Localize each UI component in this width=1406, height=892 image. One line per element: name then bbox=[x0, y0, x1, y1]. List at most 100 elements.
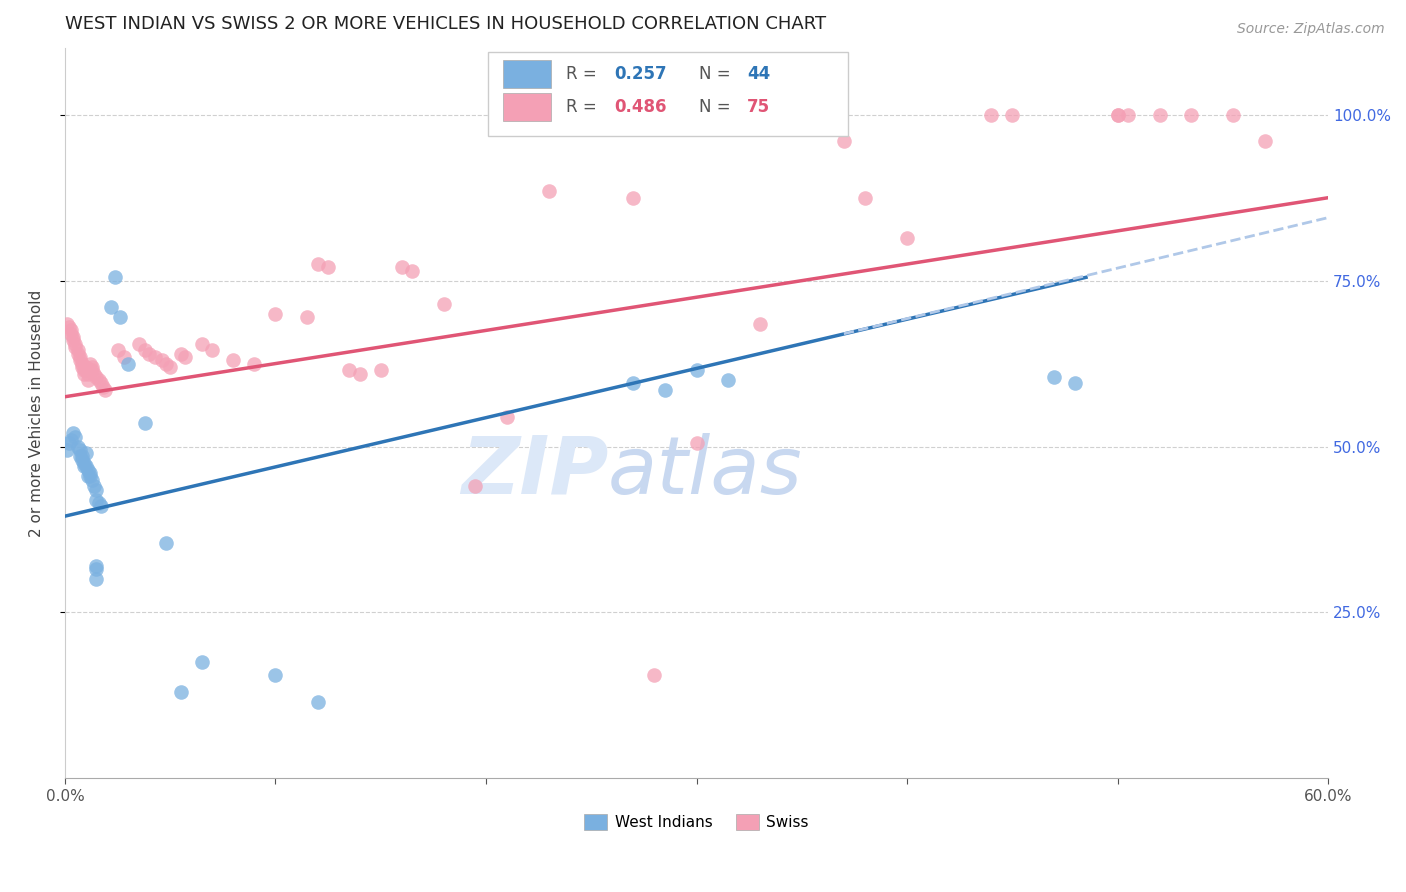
Point bbox=[134, 417, 156, 431]
Point bbox=[717, 373, 740, 387]
Point bbox=[1001, 108, 1024, 122]
Point bbox=[401, 263, 423, 277]
Point bbox=[75, 363, 97, 377]
Point bbox=[70, 359, 93, 374]
Point bbox=[1222, 108, 1244, 122]
Point bbox=[316, 260, 339, 275]
Point bbox=[86, 492, 108, 507]
Point bbox=[134, 343, 156, 358]
Point bbox=[1149, 108, 1171, 122]
Point bbox=[307, 695, 329, 709]
Point bbox=[60, 323, 83, 337]
Point bbox=[62, 334, 84, 348]
Point bbox=[104, 270, 127, 285]
Point bbox=[190, 655, 212, 669]
Text: 0.257: 0.257 bbox=[614, 65, 666, 83]
Point bbox=[86, 369, 108, 384]
Point bbox=[79, 466, 101, 480]
Text: 44: 44 bbox=[747, 65, 770, 83]
Point bbox=[70, 452, 93, 467]
Point bbox=[79, 363, 101, 377]
Point bbox=[77, 367, 100, 381]
Text: atlas: atlas bbox=[607, 433, 803, 511]
Point bbox=[295, 310, 318, 325]
Point bbox=[86, 483, 108, 497]
Point bbox=[222, 353, 245, 368]
Point bbox=[107, 343, 129, 358]
Point bbox=[75, 459, 97, 474]
Point bbox=[90, 376, 112, 391]
Point bbox=[77, 373, 100, 387]
Point bbox=[1107, 108, 1129, 122]
Point bbox=[62, 330, 84, 344]
Point bbox=[643, 668, 665, 682]
Point bbox=[65, 340, 87, 354]
Point bbox=[264, 668, 287, 682]
Point bbox=[654, 383, 676, 397]
Point bbox=[83, 367, 105, 381]
Point bbox=[69, 353, 91, 368]
Point bbox=[112, 350, 135, 364]
Point bbox=[73, 363, 96, 377]
Point bbox=[82, 363, 104, 377]
Text: R =: R = bbox=[567, 98, 602, 116]
Y-axis label: 2 or more Vehicles in Household: 2 or more Vehicles in Household bbox=[30, 290, 44, 537]
Point bbox=[66, 346, 89, 360]
Point bbox=[1107, 108, 1129, 122]
Point bbox=[73, 459, 96, 474]
Point bbox=[538, 184, 561, 198]
Point bbox=[243, 357, 266, 371]
Text: Source: ZipAtlas.com: Source: ZipAtlas.com bbox=[1237, 22, 1385, 37]
Point bbox=[464, 479, 486, 493]
Point bbox=[73, 456, 96, 470]
Point bbox=[79, 469, 101, 483]
Point bbox=[56, 317, 79, 331]
Legend: West Indians, Swiss: West Indians, Swiss bbox=[578, 808, 814, 837]
Point bbox=[433, 297, 456, 311]
Point bbox=[75, 446, 97, 460]
Point bbox=[90, 500, 112, 514]
Point bbox=[370, 363, 392, 377]
Point bbox=[264, 307, 287, 321]
Text: WEST INDIAN VS SWISS 2 OR MORE VEHICLES IN HOUSEHOLD CORRELATION CHART: WEST INDIAN VS SWISS 2 OR MORE VEHICLES … bbox=[65, 15, 825, 33]
Point bbox=[100, 300, 122, 314]
Point bbox=[307, 257, 329, 271]
Point bbox=[174, 350, 197, 364]
Point bbox=[170, 685, 193, 699]
Point bbox=[75, 359, 97, 374]
Point bbox=[70, 357, 93, 371]
Point bbox=[108, 310, 131, 325]
Point bbox=[1254, 134, 1277, 148]
Point bbox=[62, 426, 84, 441]
Point bbox=[65, 429, 87, 443]
Point bbox=[66, 343, 89, 358]
Point bbox=[87, 373, 110, 387]
Point bbox=[853, 191, 876, 205]
Point bbox=[69, 350, 91, 364]
Point bbox=[82, 473, 104, 487]
Point bbox=[79, 357, 101, 371]
Point bbox=[70, 450, 93, 464]
Text: 75: 75 bbox=[747, 98, 770, 116]
Point bbox=[896, 230, 918, 244]
Point bbox=[77, 463, 100, 477]
Point bbox=[86, 562, 108, 576]
Point bbox=[685, 363, 707, 377]
Text: 0.486: 0.486 bbox=[614, 98, 666, 116]
Point bbox=[77, 469, 100, 483]
Point bbox=[94, 383, 117, 397]
Point bbox=[155, 535, 177, 549]
Point bbox=[128, 336, 150, 351]
Point bbox=[87, 496, 110, 510]
Point bbox=[349, 367, 371, 381]
Point bbox=[86, 572, 108, 586]
Point bbox=[60, 326, 83, 341]
Point bbox=[496, 409, 519, 424]
Point bbox=[150, 353, 173, 368]
Point bbox=[56, 442, 79, 457]
Text: R =: R = bbox=[567, 65, 602, 83]
Point bbox=[621, 191, 644, 205]
FancyBboxPatch shape bbox=[488, 52, 848, 136]
Point bbox=[86, 558, 108, 573]
Point bbox=[1180, 108, 1202, 122]
